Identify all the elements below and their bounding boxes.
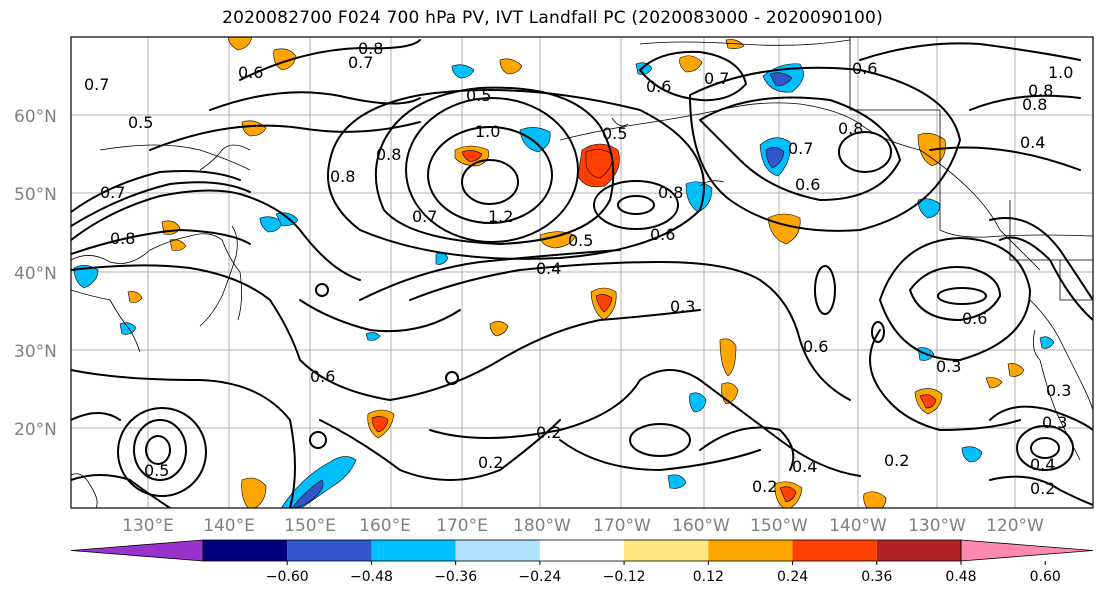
- colorbar-tick-label: 0.36: [861, 569, 892, 585]
- colorbar-tick-label: 0.12: [693, 569, 724, 585]
- colorbar-outline: [202, 539, 962, 562]
- lon-label: 160°E: [359, 516, 411, 536]
- lat-label: 60°N: [14, 107, 57, 127]
- lon-label: 180°W: [513, 516, 571, 536]
- colorbar-segment: [624, 540, 709, 561]
- contour-label: 0.2: [1030, 479, 1055, 498]
- contour-label: 0.8: [1022, 95, 1047, 114]
- lon-label: 140°W: [829, 516, 887, 536]
- colorbar-tick-label: 0.60: [1030, 569, 1061, 585]
- contour-label: 0.3: [1042, 413, 1067, 432]
- coastlines: [71, 37, 1093, 508]
- pv-shading: [73, 37, 1055, 508]
- contour-label: 0.2: [536, 423, 561, 442]
- contour-label: 0.7: [84, 75, 109, 94]
- lon-label: 140°E: [203, 516, 255, 536]
- contour-label: 0.6: [962, 309, 987, 328]
- colorbar-segment: [455, 540, 540, 561]
- lat-labels: 60°N 50°N 40°N 30°N 20°N: [14, 107, 57, 440]
- contour-label: 0.6: [795, 175, 820, 194]
- contour-label: 0.7: [100, 183, 125, 202]
- contour-label: 0.8: [330, 167, 355, 186]
- contour-label: 0.3: [936, 357, 961, 376]
- lat-label: 40°N: [14, 264, 57, 284]
- contour-label: 0.6: [646, 77, 671, 96]
- contour-label: 0.8: [658, 183, 683, 202]
- contour-label: 0.3: [1046, 381, 1071, 400]
- lon-label: 130°E: [122, 516, 174, 536]
- colorbar-tick-label: 0.48: [945, 569, 976, 585]
- lon-labels: 130°E 140°E 150°E 160°E 170°E 180°W 170°…: [122, 516, 1044, 536]
- contour-label: 0.5: [144, 461, 169, 480]
- contour-label: 0.6: [310, 367, 335, 386]
- colorbar-segment: [371, 540, 456, 561]
- colorbar-segment: [539, 540, 625, 561]
- contour-label: 1.0: [1048, 63, 1073, 82]
- contour-label: 0.7: [348, 53, 373, 72]
- contour-label: 1.2: [488, 207, 513, 226]
- pv-contours: [71, 39, 1093, 508]
- contour-label: 0.8: [110, 229, 135, 248]
- contour-label: 0.7: [412, 207, 437, 226]
- colorbar-segment: [708, 540, 793, 561]
- contour-label: 0.5: [466, 86, 491, 105]
- lon-label: 150°W: [750, 516, 808, 536]
- colorbar-tick-label: 0.24: [777, 569, 808, 585]
- contour-label: 0.6: [238, 63, 263, 82]
- contour-label: 0.7: [704, 69, 729, 88]
- contour-label: 0.5: [128, 113, 153, 132]
- colorbar: −0.60 −0.48 −0.36 −0.24 −0.12 0.12 0.24 0.36 0.4…: [70, 539, 1094, 585]
- colorbar-segment: [70, 539, 204, 562]
- contour-label: 0.6: [852, 59, 877, 78]
- lat-label: 20°N: [14, 420, 57, 440]
- contour-label: 0.5: [602, 124, 627, 143]
- contour-label: 0.8: [376, 145, 401, 164]
- contour-label: 0.8: [1028, 81, 1053, 100]
- contour-label: 0.8: [838, 119, 863, 138]
- lat-label: 30°N: [14, 342, 57, 362]
- contour-label: 0.3: [670, 297, 695, 316]
- lon-label: 130°W: [908, 516, 966, 536]
- contour-label: 1.0: [475, 122, 500, 141]
- contour-label: 0.4: [792, 457, 817, 476]
- colorbar-segment: [287, 540, 372, 561]
- map-border: [70, 36, 1094, 509]
- colorbar-tick-label: −0.36: [434, 569, 477, 585]
- lon-label: 170°E: [436, 516, 488, 536]
- contour-label: 0.6: [803, 337, 828, 356]
- lat-label: 50°N: [14, 185, 57, 205]
- lon-label: 160°W: [672, 516, 730, 536]
- contour-label: 0.2: [884, 451, 909, 470]
- graticule: [71, 37, 1093, 508]
- colorbar-tick-label: −0.48: [350, 569, 393, 585]
- contour-label: 0.4: [536, 259, 561, 278]
- contour-label: 0.2: [478, 453, 503, 472]
- colorbar-segment: [203, 540, 288, 561]
- contour-label: 0.4: [1030, 455, 1055, 474]
- contour-label: 0.6: [650, 225, 675, 244]
- contour-labels: 0.8 0.7 0.6 0.5 1.0 0.8 0.5 0.7 0.6 0.8 …: [84, 39, 1073, 498]
- lon-label: 170°W: [593, 516, 651, 536]
- contour-label: 0.5: [568, 231, 593, 250]
- colorbar-segment: [876, 540, 961, 561]
- lon-label: 120°W: [986, 516, 1044, 536]
- contour-label: 0.7: [788, 139, 813, 158]
- colorbar-tick-label: −0.24: [518, 569, 561, 585]
- colorbar-segment: [792, 540, 877, 561]
- colorbar-segment: [960, 539, 1094, 562]
- contour-label: 0.8: [358, 39, 383, 58]
- colorbar-tick-label: −0.12: [603, 569, 646, 585]
- lon-label: 150°E: [284, 516, 336, 536]
- colorbar-tick-label: −0.60: [266, 569, 309, 585]
- map-title: 2020082700 F024 700 hPa PV, IVT Landfall…: [222, 8, 883, 28]
- contour-label: 0.2: [752, 477, 777, 496]
- contour-label: 0.4: [1020, 133, 1045, 152]
